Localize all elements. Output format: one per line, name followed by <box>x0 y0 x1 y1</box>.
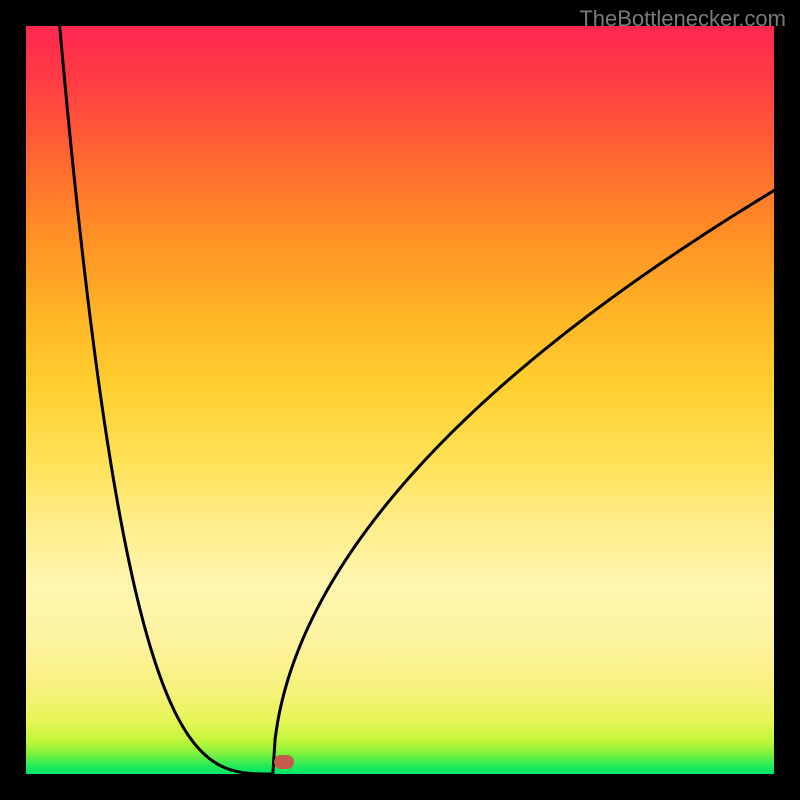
chart-container: TheBottlenecker.com <box>0 0 800 800</box>
plot-area <box>26 26 774 774</box>
minimum-marker <box>274 755 294 769</box>
